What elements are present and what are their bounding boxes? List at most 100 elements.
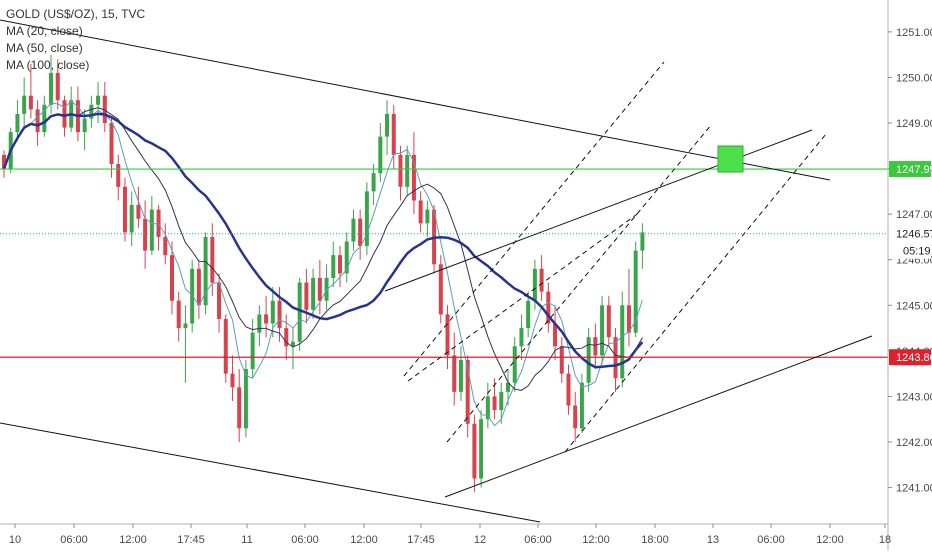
candle xyxy=(176,291,181,342)
candle xyxy=(411,132,416,215)
candle-body xyxy=(485,396,490,420)
ma-50-line[interactable] xyxy=(3,107,643,391)
candle-body xyxy=(264,314,269,324)
y-tick-label: 1243.00 xyxy=(896,391,932,403)
candle xyxy=(452,332,457,406)
target-box[interactable] xyxy=(717,145,744,173)
candle-body xyxy=(35,109,40,133)
candle-body xyxy=(472,423,477,479)
candle xyxy=(284,314,289,360)
candle-body xyxy=(626,305,631,333)
candle xyxy=(163,223,168,265)
candle-body xyxy=(28,95,33,110)
candle xyxy=(472,414,477,493)
candle xyxy=(96,82,101,124)
legend-ma-20[interactable]: MA (20, close) xyxy=(6,24,83,38)
y-tick-label: 1245.00 xyxy=(896,300,932,312)
candle xyxy=(539,255,544,301)
channel-dashed-line[interactable] xyxy=(407,211,641,382)
candle xyxy=(600,296,605,365)
candle xyxy=(526,291,531,338)
legend-ma-100[interactable]: MA (100, close) xyxy=(6,58,90,72)
candle xyxy=(479,410,484,488)
candle-body xyxy=(156,209,161,237)
candle xyxy=(559,337,564,383)
candle xyxy=(438,255,443,324)
x-tick-label: 06:00 xyxy=(291,534,319,546)
candle-body xyxy=(49,72,54,105)
candle xyxy=(250,318,255,379)
candle-body xyxy=(230,373,235,388)
candle-body xyxy=(452,355,457,392)
drawings-layer xyxy=(0,19,873,523)
support-price-tag: 1243.86 xyxy=(896,352,932,364)
candle-body xyxy=(586,337,591,383)
candle-body xyxy=(183,323,188,329)
x-tick-label: 13 xyxy=(707,534,719,546)
candle xyxy=(28,63,33,119)
candle xyxy=(35,100,40,146)
candle xyxy=(344,232,349,283)
candle xyxy=(203,232,208,315)
candle-body xyxy=(223,318,228,374)
trendline[interactable] xyxy=(444,335,873,498)
y-tick-label: 1241.00 xyxy=(896,483,932,495)
support-price-tag-bg xyxy=(889,349,931,366)
channel-dashed-line[interactable] xyxy=(564,133,827,453)
candle xyxy=(378,123,383,183)
x-tick-label: 12:00 xyxy=(582,534,610,546)
candle xyxy=(156,205,161,251)
candle-body xyxy=(2,154,6,169)
candle-body xyxy=(116,164,121,187)
candle-body xyxy=(539,268,544,292)
candle xyxy=(626,268,631,347)
candle-body xyxy=(526,300,531,329)
candle-body xyxy=(640,232,645,251)
candle-body xyxy=(217,282,222,319)
candle-body xyxy=(196,268,201,306)
candle xyxy=(116,154,121,201)
candle-body xyxy=(42,104,47,133)
trendline[interactable] xyxy=(0,422,541,523)
trendline[interactable] xyxy=(0,19,831,181)
x-tick-label: 12:00 xyxy=(119,534,147,546)
candle xyxy=(15,100,20,142)
candle-body xyxy=(163,236,168,256)
candle xyxy=(566,364,571,415)
candle-body xyxy=(82,118,87,133)
candle-body xyxy=(284,328,289,347)
candle xyxy=(620,291,625,388)
candle-body xyxy=(506,382,510,392)
candle xyxy=(351,209,356,251)
candle-body xyxy=(89,104,94,119)
candle-body xyxy=(620,305,625,379)
legend-ma-50[interactable]: MA (50, close) xyxy=(6,41,83,55)
candle xyxy=(586,328,591,392)
candle xyxy=(358,209,363,260)
candle-body xyxy=(418,200,423,224)
candle xyxy=(425,200,430,237)
channel-dashed-line[interactable] xyxy=(446,123,713,443)
candle-body xyxy=(458,359,463,392)
candle xyxy=(445,305,450,370)
last-price-tag-bg xyxy=(889,225,931,242)
candle xyxy=(2,150,6,178)
channel-dashed-line[interactable] xyxy=(403,61,665,377)
candle xyxy=(22,77,27,128)
candle-body xyxy=(532,268,537,301)
x-tick-label: 18:00 xyxy=(641,534,669,546)
x-tick-label: 06:00 xyxy=(757,534,785,546)
candle-body xyxy=(479,419,484,479)
candle-body xyxy=(136,205,141,219)
candle xyxy=(512,337,517,392)
candle xyxy=(49,54,54,114)
candle xyxy=(42,95,47,137)
x-tick-label: 06:00 xyxy=(524,534,552,546)
ma-100-line[interactable] xyxy=(2,112,644,369)
ma-20-line[interactable] xyxy=(3,100,643,427)
chart-title: GOLD (US$/OZ), 15, TVC xyxy=(6,7,146,21)
candle-body xyxy=(566,373,571,406)
